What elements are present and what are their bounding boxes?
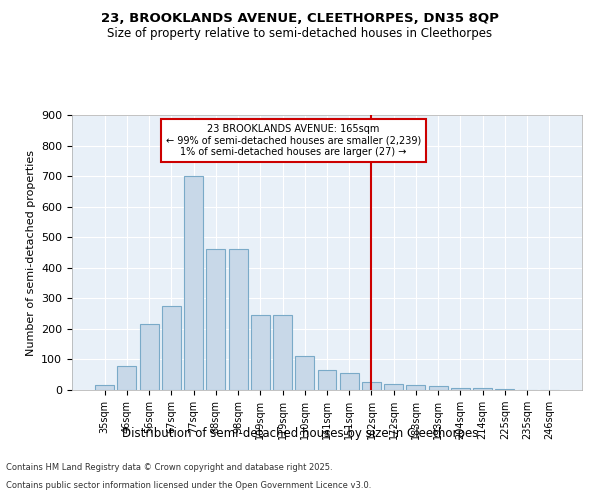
Bar xyxy=(118,366,136,390)
Text: Contains HM Land Registry data © Crown copyright and database right 2025.: Contains HM Land Registry data © Crown c… xyxy=(6,464,332,472)
Bar xyxy=(206,250,225,390)
Bar xyxy=(429,386,448,390)
Text: Size of property relative to semi-detached houses in Cleethorpes: Size of property relative to semi-detach… xyxy=(107,28,493,40)
Bar xyxy=(295,356,314,390)
Bar xyxy=(229,250,248,390)
Bar xyxy=(162,306,181,390)
Bar xyxy=(340,373,359,390)
Y-axis label: Number of semi-detached properties: Number of semi-detached properties xyxy=(26,150,35,356)
Text: 23 BROOKLANDS AVENUE: 165sqm
← 99% of semi-detached houses are smaller (2,239)
1: 23 BROOKLANDS AVENUE: 165sqm ← 99% of se… xyxy=(166,124,421,158)
Bar xyxy=(473,388,492,390)
Text: Contains public sector information licensed under the Open Government Licence v3: Contains public sector information licen… xyxy=(6,481,371,490)
Bar xyxy=(406,386,425,390)
Bar xyxy=(140,324,158,390)
Text: 23, BROOKLANDS AVENUE, CLEETHORPES, DN35 8QP: 23, BROOKLANDS AVENUE, CLEETHORPES, DN35… xyxy=(101,12,499,26)
Bar xyxy=(184,176,203,390)
Bar xyxy=(384,384,403,390)
Text: Distribution of semi-detached houses by size in Cleethorpes: Distribution of semi-detached houses by … xyxy=(122,428,478,440)
Bar xyxy=(362,382,381,390)
Bar xyxy=(451,388,470,390)
Bar xyxy=(251,315,270,390)
Bar xyxy=(496,389,514,390)
Bar xyxy=(95,386,114,390)
Bar xyxy=(273,315,292,390)
Bar xyxy=(317,370,337,390)
